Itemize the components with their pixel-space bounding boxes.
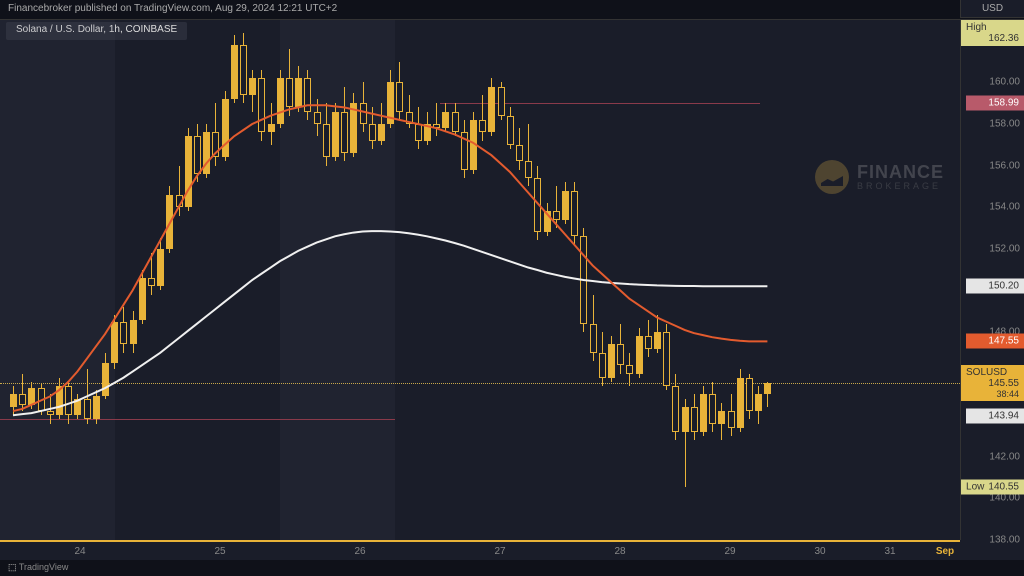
chart-canvas[interactable] — [0, 20, 960, 540]
header-bar: Financebroker published on TradingView.c… — [0, 0, 1024, 20]
price-tick: 156.00 — [989, 160, 1020, 171]
price-tick: 140.00 — [989, 493, 1020, 504]
price-badge: 147.55 — [966, 334, 1024, 349]
time-tick: 29 — [724, 546, 735, 557]
header-text: Financebroker published on TradingView.c… — [8, 3, 337, 14]
price-badge: 158.99 — [966, 96, 1024, 111]
time-tick: 30 — [814, 546, 825, 557]
time-tick: Sep — [936, 546, 954, 557]
time-tick: 26 — [354, 546, 365, 557]
price-badge: High162.36 — [961, 20, 1024, 46]
watermark-logo: FINANCE BROKERAGE — [815, 160, 944, 194]
price-badge: SOLUSD145.5538:44 — [961, 365, 1024, 401]
time-tick: 31 — [884, 546, 895, 557]
price-badge: Low140.55 — [961, 479, 1024, 494]
time-tick: 27 — [494, 546, 505, 557]
time-tick: 24 — [74, 546, 85, 557]
price-axis[interactable]: 138.00140.00142.00144.00146.00148.00150.… — [960, 20, 1024, 540]
price-tick: 154.00 — [989, 202, 1020, 213]
price-tick: 138.00 — [989, 535, 1020, 546]
price-badge: 150.20 — [966, 279, 1024, 294]
price-tick: 158.00 — [989, 119, 1020, 130]
footer-bar: ⬚ TradingView — [0, 560, 1024, 576]
finance-icon — [815, 160, 849, 194]
footer-text: TradingView — [19, 562, 69, 572]
price-tick: 142.00 — [989, 451, 1020, 462]
price-badge: 143.94 — [966, 409, 1024, 424]
time-axis[interactable]: 24 25 26 27 28 29 30 31 Sep — [0, 540, 960, 560]
currency-label: USD — [960, 0, 1024, 18]
time-tick: 25 — [214, 546, 225, 557]
price-tick: 152.00 — [989, 243, 1020, 254]
price-tick: 160.00 — [989, 77, 1020, 88]
time-tick: 28 — [614, 546, 625, 557]
tv-logo-icon: ⬚ — [8, 562, 17, 572]
